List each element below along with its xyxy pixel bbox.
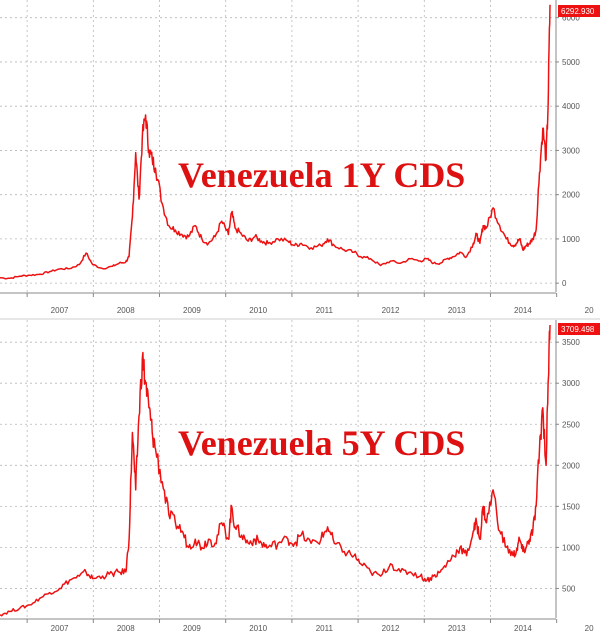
x-tick-label: 2011 bbox=[316, 306, 334, 315]
y-tick-label: 3500 bbox=[562, 338, 580, 347]
y-tick-label: 2500 bbox=[562, 420, 580, 429]
y-tick-label: 5000 bbox=[562, 58, 580, 67]
x-tick-label: 20 bbox=[585, 306, 594, 315]
x-tick-label: 20 bbox=[585, 624, 594, 633]
last-value-text: 6292.930 bbox=[561, 7, 595, 16]
y-tick-label: 500 bbox=[562, 584, 576, 593]
x-tick-label: 2013 bbox=[448, 624, 466, 633]
plot-area bbox=[0, 0, 556, 292]
y-tick-label: 1500 bbox=[562, 502, 580, 511]
series-line bbox=[0, 4, 551, 280]
y-tick-label: 3000 bbox=[562, 146, 580, 155]
x-tick-label: 2010 bbox=[249, 306, 267, 315]
chart-title: Venezuela 1Y CDS bbox=[178, 155, 465, 195]
plot-area bbox=[0, 320, 556, 618]
last-value-text: 3709.498 bbox=[561, 325, 595, 334]
x-tick-label: 2009 bbox=[183, 306, 201, 315]
x-tick-label: 2014 bbox=[514, 624, 532, 633]
panel-5y-cds: Venezuela 5Y CDS 500 1000 1500 2000 2500 3000… bbox=[0, 320, 600, 633]
x-tick-label: 2008 bbox=[117, 624, 135, 633]
x-tick-label: 2010 bbox=[249, 624, 267, 633]
x-tick-label: 2007 bbox=[51, 624, 69, 633]
panel-1y-cds: Venezuela 1Y CDS 0 1000 2000 3000 4000 5000 60… bbox=[0, 0, 600, 315]
x-tick-label: 2007 bbox=[51, 306, 69, 315]
y-tick-label: 2000 bbox=[562, 191, 580, 200]
chart-title: Venezuela 5Y CDS bbox=[178, 423, 465, 463]
last-value-badge: 3709.498 bbox=[558, 323, 600, 335]
x-tick-label: 2012 bbox=[382, 624, 400, 633]
last-value-badge-bg bbox=[558, 323, 600, 335]
y-tick-label: 2000 bbox=[562, 461, 580, 470]
y-tick-label: 4000 bbox=[562, 102, 580, 111]
y-tick-label: 6000 bbox=[562, 14, 580, 23]
y-tick-label: 1000 bbox=[562, 543, 580, 552]
x-tick-label: 2009 bbox=[183, 624, 201, 633]
y-tick-label: 3000 bbox=[562, 379, 580, 388]
last-value-badge: 6292.930 bbox=[558, 5, 600, 17]
series-line bbox=[0, 324, 551, 617]
x-tick-label: 2013 bbox=[448, 306, 466, 315]
y-tick-label: 0 bbox=[562, 279, 567, 288]
x-tick-label: 2014 bbox=[514, 306, 532, 315]
last-value-badge-bg bbox=[558, 5, 600, 17]
x-tick-label: 2012 bbox=[382, 306, 400, 315]
x-tick-label: 2008 bbox=[117, 306, 135, 315]
y-tick-label: 1000 bbox=[562, 235, 580, 244]
x-tick-label: 2011 bbox=[316, 624, 334, 633]
